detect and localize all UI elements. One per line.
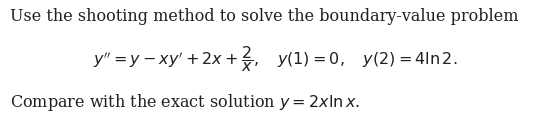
Text: Use the shooting method to solve the boundary-value problem: Use the shooting method to solve the bou… [10,8,519,25]
Text: Compare with the exact solution $y = 2x\ln x$.: Compare with the exact solution $y = 2x\… [10,92,360,113]
Text: $y'' = y - xy' + 2x + \dfrac{2}{x}, \quad y(1) = 0, \quad y(2) = 4\ln 2.$: $y'' = y - xy' + 2x + \dfrac{2}{x}, \qua… [93,45,457,74]
